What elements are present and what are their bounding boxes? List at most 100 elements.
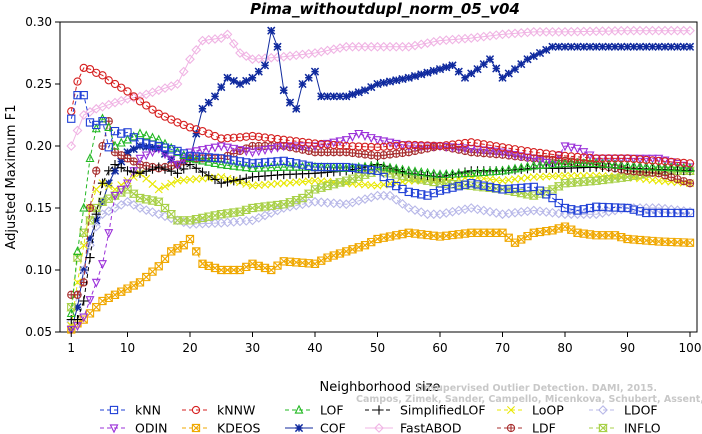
- legend-marker: [294, 404, 304, 414]
- point-ldf: [685, 179, 695, 188]
- legend-marker: [598, 423, 608, 433]
- legend-label: INFLO: [624, 421, 661, 434]
- point-lof: [623, 160, 632, 170]
- point-odin: [316, 141, 326, 151]
- point-loop: [292, 178, 301, 187]
- point-lof: [566, 158, 576, 168]
- point-knn: [373, 166, 382, 175]
- point-loop: [248, 181, 257, 190]
- point-cof: [498, 73, 507, 82]
- point-cof: [129, 144, 138, 154]
- point-lof: [241, 162, 251, 172]
- point-cof: [467, 69, 476, 78]
- point-loop: [167, 179, 176, 188]
- point-knn: [592, 202, 601, 211]
- legend-marker: [374, 423, 384, 433]
- point-knn: [210, 153, 220, 163]
- point-loop: [92, 185, 101, 194]
- point-odin: [491, 147, 501, 157]
- point-knnw: [242, 132, 251, 141]
- point-odin: [510, 151, 520, 161]
- point-knnw: [342, 141, 351, 151]
- point-knn: [348, 163, 357, 172]
- point-cof: [410, 71, 420, 81]
- point-odin: [373, 136, 382, 146]
- point-ldof: [385, 190, 395, 201]
- point-simplifiedlof: [97, 178, 108, 188]
- point-knn: [104, 143, 113, 152]
- point-knnw: [473, 139, 482, 148]
- point-knn: [279, 156, 288, 166]
- legend-marker: [506, 423, 516, 433]
- point-knn: [554, 198, 563, 208]
- point-knn: [173, 146, 182, 156]
- axes-layer: 1 10 20 30 40 50 60 70 80 90 100 0.05 0.10 0.15 0.20 0.…: [25, 15, 701, 355]
- point-knnw: [367, 142, 376, 152]
- point-cof: [592, 42, 601, 51]
- point-lof: [685, 162, 695, 172]
- point-lof: [604, 159, 614, 169]
- point-odin: [354, 129, 364, 139]
- point-lof: [629, 160, 639, 170]
- point-fastabod: [672, 25, 683, 36]
- point-simplifiedlof: [147, 164, 158, 174]
- point-knnw: [254, 132, 263, 141]
- point-knnw: [223, 133, 232, 143]
- point-knnw: [329, 140, 338, 150]
- point-knn: [223, 155, 232, 164]
- point-odin: [641, 154, 651, 164]
- point-knnw: [229, 133, 238, 142]
- point-lof: [204, 156, 214, 166]
- point-simplifiedlof: [160, 164, 170, 174]
- point-knnw: [629, 154, 638, 164]
- point-odin: [285, 142, 295, 152]
- point-lof: [285, 161, 295, 171]
- point-cof: [117, 157, 126, 166]
- point-fastabod: [228, 38, 239, 49]
- legend-item-odin: ODIN: [100, 421, 168, 434]
- point-lof: [435, 169, 445, 179]
- point-simplifiedlof: [222, 177, 233, 187]
- legend-label: LOF: [320, 403, 344, 418]
- point-knn: [560, 203, 570, 213]
- point-lof: [679, 162, 689, 172]
- point-knn: [548, 193, 557, 203]
- point-cof: [379, 78, 388, 87]
- point-lof: [235, 161, 245, 171]
- point-knn: [623, 203, 632, 213]
- point-inflo: [85, 216, 95, 225]
- point-knnw: [617, 154, 626, 163]
- point-knn: [329, 162, 338, 172]
- legend-marker: [191, 405, 201, 415]
- point-cof: [454, 67, 463, 76]
- legend-marker: [294, 423, 304, 433]
- point-knnw: [304, 138, 313, 147]
- point-loop: [254, 181, 263, 190]
- point-cof: [373, 79, 382, 89]
- point-knnw: [517, 146, 526, 155]
- point-knn: [273, 157, 282, 166]
- point-knnw: [217, 134, 226, 143]
- point-lof: [254, 162, 264, 172]
- point-lof: [279, 161, 289, 171]
- point-odin: [654, 154, 664, 164]
- point-lof: [529, 160, 539, 170]
- point-knnw: [548, 150, 557, 159]
- point-knnw: [117, 83, 126, 92]
- point-knn: [217, 154, 226, 163]
- point-lof: [448, 168, 457, 178]
- point-lof: [116, 137, 126, 147]
- point-loop: [286, 178, 294, 187]
- point-knn: [335, 162, 345, 172]
- point-odin: [191, 147, 201, 157]
- point-knnw: [560, 151, 570, 161]
- point-simplifiedlof: [154, 162, 164, 172]
- point-cof: [573, 42, 582, 51]
- point-knnw: [323, 140, 332, 149]
- point-knn: [579, 205, 588, 214]
- point-loop: [186, 175, 194, 184]
- point-knnw: [348, 142, 357, 151]
- point-cof: [667, 42, 676, 51]
- watermark-line-1: Unsupervised Outlier Detection. DAMI, 20…: [416, 383, 657, 394]
- point-cof: [492, 64, 501, 73]
